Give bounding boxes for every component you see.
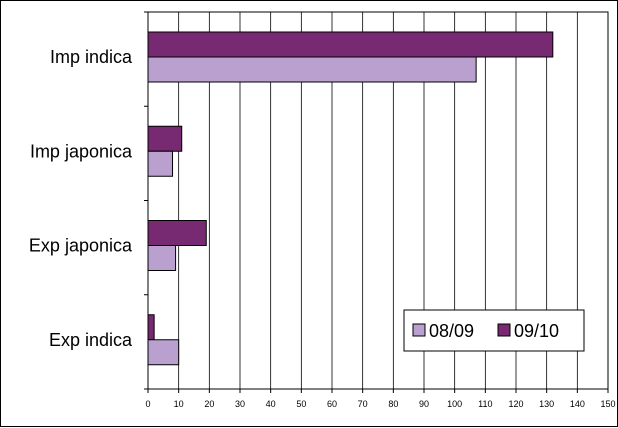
category-label: Exp japonica	[29, 236, 133, 256]
x-tick-label: 110	[478, 399, 492, 409]
legend-swatch	[412, 323, 426, 337]
x-tick-label: 100	[447, 399, 462, 409]
x-tick-label: 120	[508, 399, 523, 409]
bar-09-10	[147, 220, 207, 246]
legend-box	[403, 309, 585, 352]
category-label: Imp indica	[50, 47, 133, 67]
x-tick-label: 50	[296, 399, 306, 409]
legend-label: 09/10	[514, 321, 559, 341]
x-tick-label: 130	[539, 399, 554, 409]
x-tick-label: 40	[266, 399, 276, 409]
x-tick-label: 90	[419, 399, 429, 409]
x-tick-label: 0	[145, 399, 150, 409]
x-tick-label: 70	[358, 399, 368, 409]
bar-09-10	[147, 125, 183, 152]
x-tick-label: 10	[174, 399, 184, 409]
bar-08-09	[147, 56, 477, 83]
bar-08-09	[147, 339, 180, 366]
bar-09-10	[147, 314, 155, 341]
legend-label: 08/09	[429, 321, 474, 341]
x-tick-label: 150	[600, 399, 615, 409]
bar-08-09	[147, 150, 174, 177]
category-label: Exp indica	[49, 330, 133, 350]
x-tick-label: 60	[327, 399, 337, 409]
x-tick-label: 80	[388, 399, 398, 409]
category-label: Imp japonica	[30, 141, 133, 161]
legend-swatch	[497, 323, 511, 337]
x-tick-label: 30	[235, 399, 245, 409]
x-tick-label: 20	[204, 399, 214, 409]
bar-08-09	[147, 245, 177, 271]
bar-09-10	[147, 31, 554, 58]
x-tick-label: 140	[570, 399, 585, 409]
